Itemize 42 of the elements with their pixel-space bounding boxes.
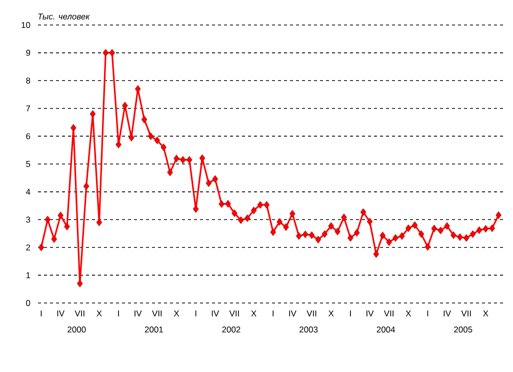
x-tick-label: I — [118, 310, 119, 316]
x-tick-label: IV — [366, 310, 374, 316]
text: 2005 — [454, 326, 472, 333]
x-tick-label: VII — [74, 310, 84, 316]
x-tick-label: X — [406, 310, 412, 316]
y-tick-label: 10 — [22, 22, 30, 28]
x-tick-label: I — [350, 310, 351, 316]
text: 2004 — [376, 326, 396, 333]
x-tick-label: VII — [229, 310, 239, 316]
y-tick-label: 0 — [26, 300, 30, 306]
y-tick-label: 9 — [26, 50, 30, 56]
x-tick-label: I — [272, 310, 274, 316]
x-tick-label: IV — [289, 310, 296, 316]
x-tick-label: X — [328, 310, 334, 316]
x-tick-label: I — [40, 310, 42, 316]
x-tick-label: IV — [444, 310, 451, 316]
x-tick-label: IV — [134, 310, 142, 316]
text: 2001 — [144, 326, 163, 333]
x-tick-label: IV — [212, 310, 220, 316]
x-tick-label: VII — [461, 310, 471, 316]
y-tick-label: 7 — [26, 105, 30, 112]
x-tick-label: I — [427, 310, 428, 316]
x-tick-label: X — [174, 310, 180, 316]
x-tick-label: X — [96, 310, 102, 316]
x-tick-label: I — [195, 310, 196, 316]
text: 2002 — [222, 326, 240, 333]
x-tick-label: X — [483, 310, 488, 316]
y-tick-label: 3 — [26, 216, 30, 223]
y-tick-label: 5 — [26, 161, 30, 167]
y-tick-label: 1 — [26, 272, 30, 278]
x-tick-label: X — [251, 310, 256, 316]
x-tick-label: VII — [152, 310, 162, 316]
y-tick-label: 8 — [26, 78, 30, 84]
x-tick-label: IV — [57, 310, 65, 316]
x-tick-label: VII — [306, 310, 316, 316]
x-tick-label: VII — [384, 310, 394, 316]
text: 2003 — [300, 326, 318, 333]
text: 2000 — [68, 326, 86, 333]
y-axis-title: Тыс. человек — [38, 14, 90, 20]
y-tick-label: 6 — [26, 133, 30, 140]
y-tick-label: 4 — [26, 188, 30, 195]
y-tick-label: 2 — [26, 244, 30, 250]
